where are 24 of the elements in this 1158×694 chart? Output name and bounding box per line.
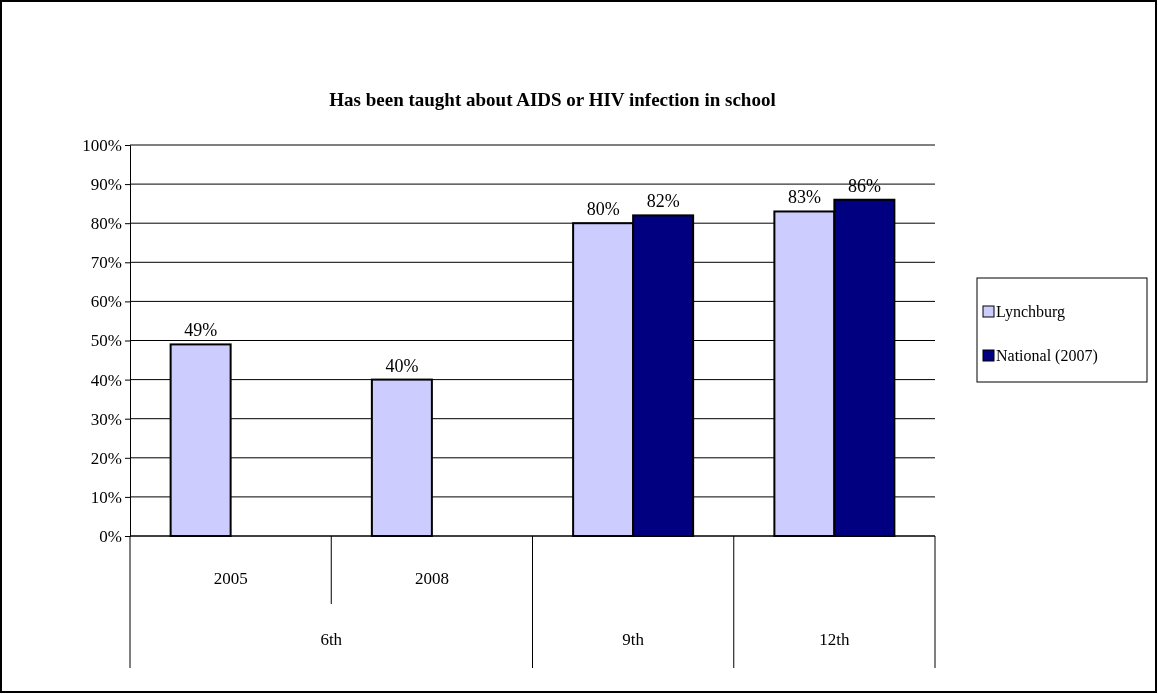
legend-label: Lynchburg	[996, 303, 1066, 321]
y-tick-label: 80%	[90, 214, 122, 234]
text: 12th	[819, 630, 850, 649]
y-tick-label: 40%	[90, 370, 122, 390]
data-label: 49%	[184, 320, 218, 341]
text: 9th	[622, 630, 645, 649]
chart-title: Has been taught about AIDS or HIV infection in school	[329, 89, 776, 110]
legend-label: National (2007)	[996, 347, 1098, 365]
data-label: 83%	[787, 187, 821, 208]
x-tick-label: 2005	[213, 569, 248, 588]
y-tick-label: 10%	[90, 487, 122, 507]
y-tick-label: 70%	[90, 253, 122, 273]
x-tick-label: 2008	[414, 569, 449, 588]
y-tick-label: 60%	[90, 292, 122, 312]
y-tick-label: 50%	[90, 331, 122, 351]
y-tick-label: 90%	[90, 175, 122, 195]
data-label: 80%	[586, 199, 620, 220]
y-tick-label: 30%	[90, 409, 122, 429]
y-tick-label: 20%	[90, 448, 122, 468]
y-tick-label: 0%	[99, 526, 122, 546]
data-label: 40%	[385, 355, 419, 376]
data-label: 82%	[646, 191, 680, 212]
y-tick-label: 100%	[82, 135, 122, 155]
text: 6th	[320, 630, 343, 649]
